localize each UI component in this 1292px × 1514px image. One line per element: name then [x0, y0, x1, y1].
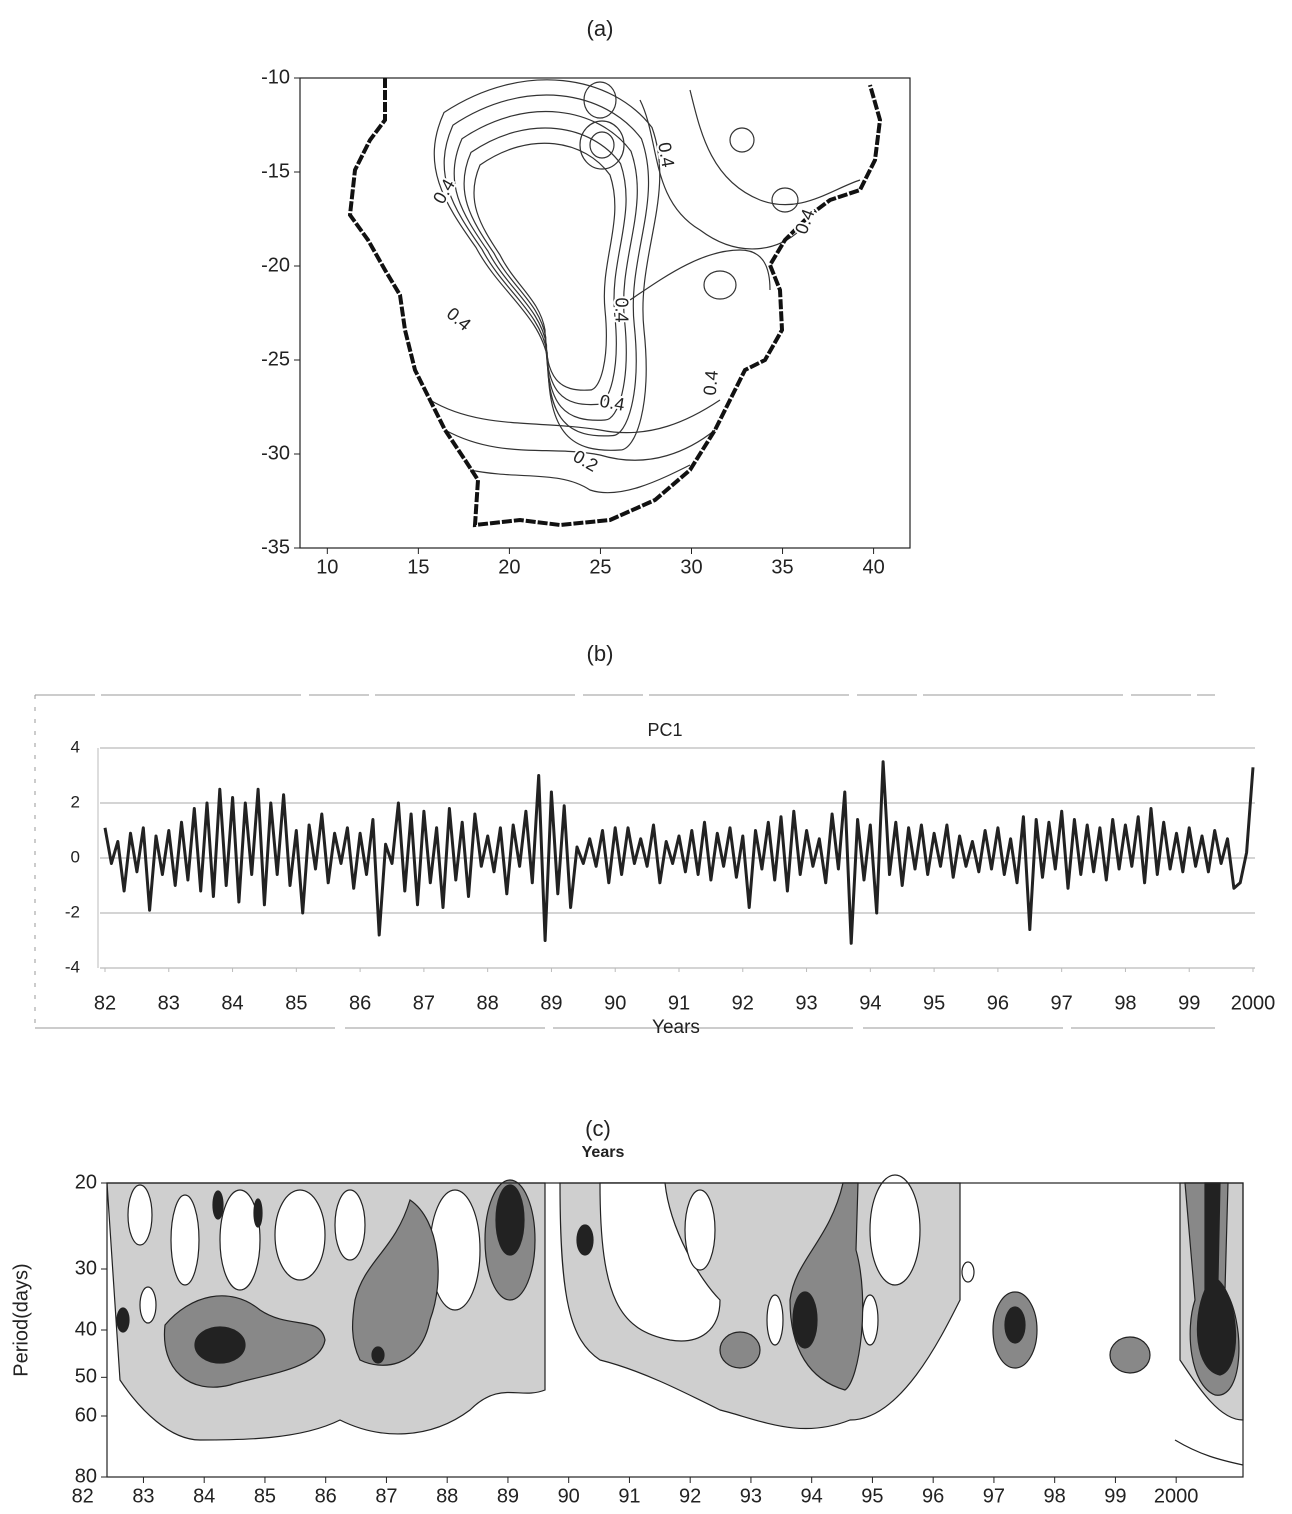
wavelet-contours — [106, 1174, 1244, 1466]
x-tick-label: 94 — [801, 1485, 823, 1507]
x-tick-label: 95 — [861, 1485, 883, 1507]
x-tick-label: 86 — [349, 992, 371, 1014]
x-tick-label: 82 — [72, 1485, 94, 1507]
y-tick-label: 50 — [75, 1366, 97, 1388]
x-tick-label: 2000 — [1154, 1485, 1199, 1507]
y-tick-label: -15 — [261, 160, 290, 182]
x-tick-label: 96 — [922, 1485, 944, 1507]
x-tick-label: 91 — [618, 1485, 640, 1507]
y-tick-label: 0 — [71, 847, 80, 866]
y-tick-label: 4 — [71, 737, 80, 756]
x-tick-label: 83 — [158, 992, 180, 1014]
x-tick-label: 93 — [740, 1485, 762, 1507]
x-tick-label: 97 — [983, 1485, 1005, 1507]
y-tick-label: -10 — [261, 66, 290, 88]
panel-b-frame — [34, 694, 1215, 1029]
contour-label: 0.4 — [443, 303, 475, 334]
x-tick-label: 15 — [407, 556, 429, 578]
panel-title: (a) — [587, 16, 614, 41]
x-tick-label: 25 — [589, 556, 611, 578]
x-tick-label: 20 — [498, 556, 520, 578]
x-tick-label: 84 — [193, 1485, 215, 1507]
y-tick-label: 30 — [75, 1257, 97, 1279]
x-tick-label: 86 — [315, 1485, 337, 1507]
y-axis-label: Period(days) — [10, 1263, 32, 1376]
panel-title: (b) — [587, 641, 614, 666]
x-tick-label: 35 — [771, 556, 793, 578]
y-tick-label: -4 — [65, 957, 80, 976]
x-axis-label: Years — [652, 1017, 700, 1038]
contour-label: 0.4 — [611, 297, 631, 322]
x-tick-label: 89 — [497, 1485, 519, 1507]
x-tick-label: 97 — [1051, 992, 1073, 1014]
x-tick-label: 96 — [987, 992, 1009, 1014]
map-frame — [299, 77, 911, 549]
x-tick-label: 98 — [1044, 1485, 1066, 1507]
coastline — [347, 78, 883, 528]
y-tick-label: -25 — [261, 348, 290, 370]
contour-label: 0.4 — [700, 370, 722, 397]
x-tick-label: 30 — [680, 556, 702, 578]
y-tick-label: -35 — [261, 536, 290, 558]
x-tick-label: 98 — [1114, 992, 1136, 1014]
x-tick-label: 95 — [923, 992, 945, 1014]
x-tick-label: 99 — [1178, 992, 1200, 1014]
y-tick-label: 40 — [75, 1318, 97, 1340]
x-tick-label: 2000 — [1231, 992, 1276, 1014]
contour-label: 0.2 — [570, 446, 602, 476]
panel-title: (c) — [585, 1116, 611, 1141]
y-tick-label: 60 — [75, 1404, 97, 1426]
y-tick-label: 20 — [75, 1171, 97, 1193]
y-tick-label: -20 — [261, 254, 290, 276]
x-tick-label: 88 — [436, 1485, 458, 1507]
x-tick-label: 92 — [679, 1485, 701, 1507]
x-tick-label: 93 — [795, 992, 817, 1014]
x-tick-label: 87 — [413, 992, 435, 1014]
x-tick-label: 40 — [862, 556, 884, 578]
x-axis-label: Years — [582, 1144, 625, 1161]
y-tick-label: 2 — [71, 792, 80, 811]
x-tick-label: 87 — [375, 1485, 397, 1507]
contour-label: 0.4 — [598, 391, 626, 415]
x-tick-label: 91 — [668, 992, 690, 1014]
x-tick-label: 82 — [94, 992, 116, 1014]
y-tick-label: -2 — [65, 902, 80, 921]
series-name: PC1 — [647, 720, 682, 740]
x-tick-label: 99 — [1104, 1485, 1126, 1507]
y-tick-label: 80 — [75, 1465, 97, 1487]
x-tick-label: 85 — [254, 1485, 276, 1507]
contour-lines — [430, 80, 860, 493]
x-tick-label: 92 — [732, 992, 754, 1014]
x-tick-label: 94 — [859, 992, 881, 1014]
x-tick-label: 10 — [316, 556, 338, 578]
y-tick-label: -30 — [261, 442, 290, 464]
x-tick-label: 90 — [558, 1485, 580, 1507]
x-tick-label: 85 — [285, 992, 307, 1014]
x-tick-label: 90 — [604, 992, 626, 1014]
map-panel — [299, 77, 911, 549]
x-tick-label: 88 — [477, 992, 499, 1014]
contour-label: 0.4 — [654, 141, 678, 169]
x-tick-label: 89 — [540, 992, 562, 1014]
series-line — [103, 760, 1255, 945]
x-tick-label: 84 — [221, 992, 243, 1014]
x-tick-label: 83 — [132, 1485, 154, 1507]
